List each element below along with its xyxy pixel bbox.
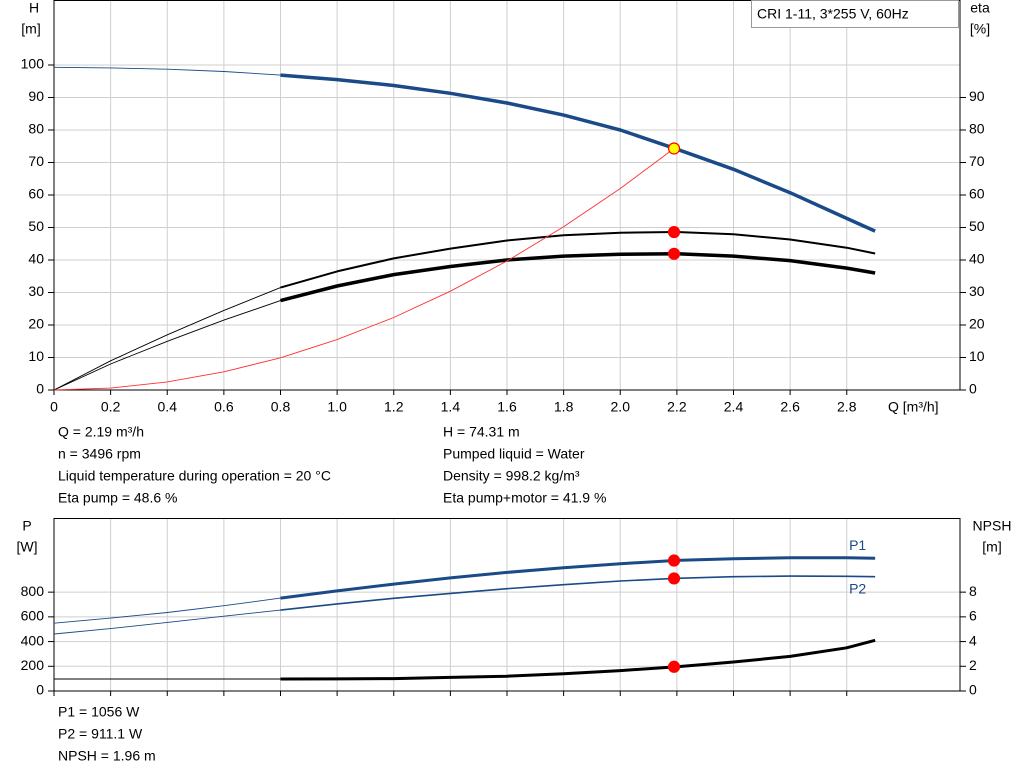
series-line-bold xyxy=(280,556,876,600)
duty-point xyxy=(667,225,681,239)
y-tick-label: 50 xyxy=(28,218,44,234)
x-tick-label: 1.6 xyxy=(497,399,517,415)
title-box xyxy=(751,0,959,28)
plot-frame xyxy=(53,518,961,692)
duty-point xyxy=(667,554,681,567)
series-line-bold xyxy=(280,231,876,289)
series-line xyxy=(53,231,876,391)
y-tick-label: 20 xyxy=(28,316,44,332)
y2-tick-label: 4 xyxy=(969,632,977,648)
y-tick-label: 40 xyxy=(28,251,44,267)
y2-tick-label: 8 xyxy=(969,583,977,599)
info-text: H = 74.31 m xyxy=(443,424,520,440)
x-tick-label: 1.2 xyxy=(384,399,404,415)
y2-axis-label: eta xyxy=(970,0,990,16)
series-line-bold xyxy=(280,575,876,611)
y-tick-label: 80 xyxy=(28,121,44,137)
x-tick-label: 0.8 xyxy=(271,399,291,415)
y-tick-label: 90 xyxy=(28,88,44,104)
x-tick-label: 1.0 xyxy=(327,399,347,415)
x-tick-label: 1.8 xyxy=(554,399,574,415)
info-text: Eta pump+motor = 41.9 % xyxy=(443,490,606,506)
x-tick-label: 2.4 xyxy=(724,399,744,415)
y2-tick-label: 0 xyxy=(969,682,977,698)
series-line xyxy=(53,148,675,391)
y-tick-label: 0 xyxy=(36,381,44,397)
y-axis-label: P xyxy=(22,518,31,534)
x-tick-label: 2.0 xyxy=(611,399,631,415)
y2-tick-label: 30 xyxy=(969,283,985,299)
x-tick-label: 2.8 xyxy=(837,399,857,415)
y-tick-label: 600 xyxy=(21,608,45,624)
series-line xyxy=(53,253,876,391)
y2-tick-label: 40 xyxy=(969,251,985,267)
y-tick-label: 200 xyxy=(21,657,45,673)
y-axis-label: [m] xyxy=(21,21,40,37)
x-tick-label: 0.6 xyxy=(214,399,234,415)
y2-tick-label: 10 xyxy=(969,348,985,364)
y2-tick-label: 70 xyxy=(969,153,985,169)
y-tick-label: 60 xyxy=(28,186,44,202)
y2-axis-label: NPSH xyxy=(973,518,1012,534)
y2-tick-label: 60 xyxy=(969,186,985,202)
series-line xyxy=(53,66,876,232)
plot-frame xyxy=(53,0,961,391)
info-text: Pumped liquid = Water xyxy=(443,446,585,462)
x-tick-label: 2.6 xyxy=(780,399,800,415)
series-line-bold xyxy=(280,73,876,233)
x-tick-label: 0.4 xyxy=(158,399,178,415)
info-text: Liquid temperature during operation = 20… xyxy=(58,468,331,484)
info-text: P1 = 1056 W xyxy=(58,704,140,720)
y2-tick-label: 90 xyxy=(969,88,985,104)
y2-tick-label: 20 xyxy=(969,316,985,332)
series-line-bold xyxy=(280,638,876,681)
info-text: P2 = 911.1 W xyxy=(58,726,143,742)
y2-tick-label: 2 xyxy=(969,657,977,673)
x-tick-label: 2.2 xyxy=(667,399,687,415)
y-tick-label: 30 xyxy=(28,283,44,299)
y2-tick-label: 80 xyxy=(969,121,985,137)
y-tick-label: 10 xyxy=(28,348,44,364)
y-tick-label: 400 xyxy=(21,632,45,648)
x-tick-label: 0.2 xyxy=(101,399,121,415)
series-label: P1 xyxy=(849,537,866,553)
info-text: NPSH = 1.96 m xyxy=(58,748,156,764)
y2-tick-label: 6 xyxy=(969,608,977,624)
duty-point xyxy=(667,142,681,155)
info-text: Density = 998.2 kg/m³ xyxy=(443,468,580,484)
y-axis-label: H xyxy=(29,0,39,16)
y2-tick-label: 50 xyxy=(969,218,985,234)
y2-axis-label: [%] xyxy=(970,21,990,37)
y-tick-label: 800 xyxy=(21,583,45,599)
series-line-bold xyxy=(280,252,876,303)
x-tick-label: 0 xyxy=(50,399,58,415)
y-tick-label: 70 xyxy=(28,153,44,169)
x-axis-label: Q [m³/h] xyxy=(888,399,939,415)
chart-title: CRI 1-11, 3*255 V, 60Hz xyxy=(757,6,909,22)
info-text: Eta pump = 48.6 % xyxy=(58,490,177,506)
info-text: Q = 2.19 m³/h xyxy=(58,424,144,440)
series-label: P2 xyxy=(849,580,866,596)
duty-point xyxy=(667,247,681,260)
duty-point xyxy=(667,660,681,673)
duty-point xyxy=(667,572,681,585)
y-tick-label: 100 xyxy=(21,56,45,72)
y-tick-label: 0 xyxy=(36,682,44,698)
series-line xyxy=(53,557,876,624)
x-tick-label: 1.4 xyxy=(441,399,461,415)
info-text: n = 3496 rpm xyxy=(58,446,141,462)
y2-tick-label: 0 xyxy=(969,381,977,397)
y2-axis-label: [m] xyxy=(982,539,1001,555)
series-line xyxy=(53,575,876,635)
y-axis-label: [W] xyxy=(17,539,38,555)
